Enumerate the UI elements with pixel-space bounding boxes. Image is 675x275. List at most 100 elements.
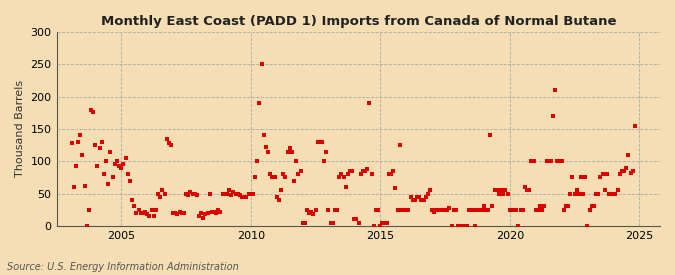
Point [498, 191, 509, 196]
Point [198, 216, 209, 220]
Point [470, 224, 481, 228]
Point [392, 208, 403, 212]
Point [502, 191, 513, 196]
Point [522, 188, 533, 192]
Point [165, 143, 176, 147]
Point [477, 208, 487, 212]
Point [539, 204, 549, 209]
Point [543, 159, 554, 163]
Point [131, 211, 142, 215]
Point [616, 169, 627, 173]
Point [461, 224, 472, 228]
Point [483, 208, 493, 212]
Point [614, 172, 625, 176]
Point [280, 175, 291, 180]
Point [621, 166, 632, 170]
Point [129, 204, 140, 209]
Point [619, 169, 630, 173]
Point [547, 114, 558, 118]
Point [593, 191, 603, 196]
Point [103, 182, 114, 186]
Point [259, 133, 269, 138]
Point [414, 195, 425, 199]
Point [239, 195, 250, 199]
Point [92, 164, 103, 168]
Point [351, 217, 362, 222]
Point [383, 172, 394, 176]
Point [219, 191, 230, 196]
Point [515, 208, 526, 212]
Point [354, 221, 364, 225]
Point [567, 175, 578, 180]
Point [167, 211, 178, 215]
Point [509, 208, 520, 212]
Point [513, 224, 524, 228]
Point [293, 172, 304, 176]
Point [144, 214, 155, 218]
Point [237, 195, 248, 199]
Point [533, 208, 543, 212]
Point [209, 210, 219, 214]
Point [360, 169, 371, 173]
Point [277, 172, 288, 176]
Point [409, 198, 420, 202]
Point [496, 188, 507, 192]
Point [336, 172, 347, 176]
Point [342, 172, 353, 176]
Point [591, 191, 601, 196]
Point [315, 140, 325, 144]
Point [491, 188, 502, 192]
Point [86, 107, 97, 112]
Point [381, 221, 392, 225]
Point [256, 62, 267, 67]
Point [289, 178, 300, 183]
Point [230, 191, 241, 196]
Point [122, 172, 133, 176]
Point [448, 208, 459, 212]
Point [379, 221, 390, 225]
Point [271, 195, 282, 199]
Point [153, 191, 163, 196]
Point [202, 211, 213, 215]
Point [207, 210, 217, 214]
Point [455, 224, 466, 228]
Point [560, 204, 571, 209]
Point [587, 204, 597, 209]
Point [489, 188, 500, 192]
Point [224, 188, 235, 192]
Point [215, 210, 226, 214]
Point [431, 208, 442, 212]
Point [297, 221, 308, 225]
Point [599, 188, 610, 192]
Point [148, 214, 159, 218]
Point [101, 159, 111, 163]
Point [151, 208, 161, 212]
Point [109, 162, 120, 167]
Point [75, 133, 86, 138]
Point [291, 159, 302, 163]
Point [601, 172, 612, 176]
Point [133, 208, 144, 212]
Point [185, 190, 196, 194]
Point [299, 221, 310, 225]
Point [545, 159, 556, 163]
Point [537, 208, 547, 212]
Point [630, 123, 641, 128]
Point [334, 175, 345, 180]
Point [344, 169, 355, 173]
Point [563, 204, 574, 209]
Point [371, 208, 381, 212]
Point [425, 188, 435, 192]
Point [90, 143, 101, 147]
Point [323, 208, 334, 212]
Point [375, 224, 385, 228]
Point [142, 212, 153, 216]
Point [362, 167, 373, 171]
Point [146, 208, 157, 212]
Point [194, 214, 205, 218]
Point [308, 212, 319, 216]
Point [606, 191, 617, 196]
Point [549, 88, 560, 92]
Point [429, 210, 439, 214]
Point [107, 175, 118, 180]
